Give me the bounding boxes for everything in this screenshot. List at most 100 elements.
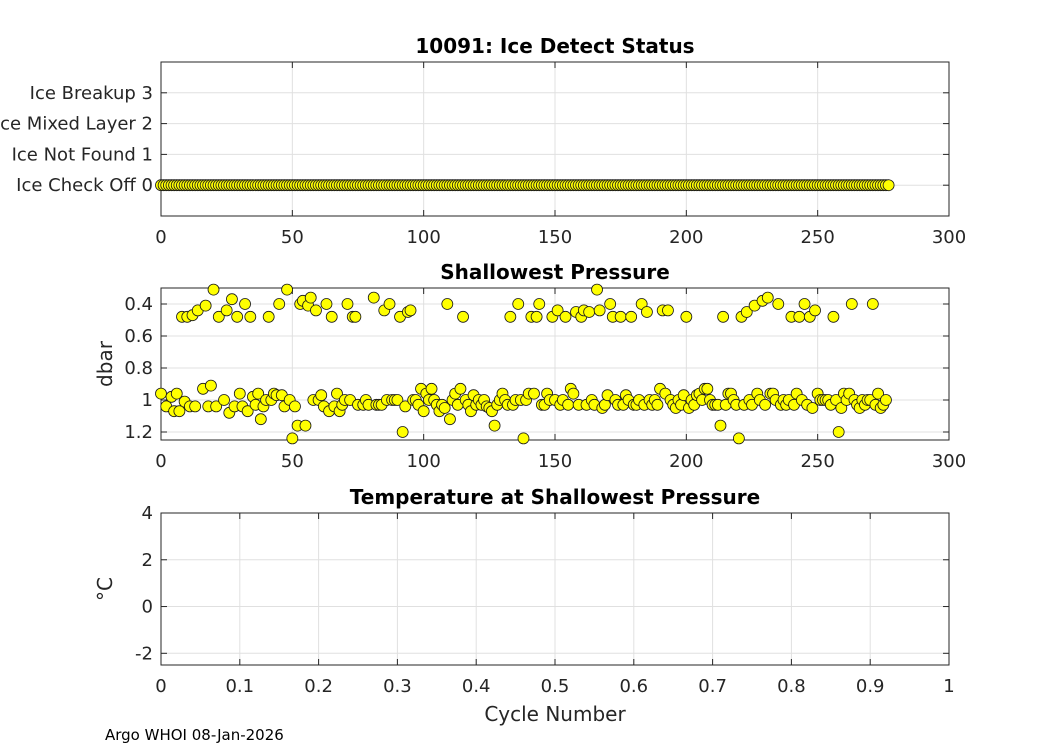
- x-axis-label: Cycle Number: [484, 702, 626, 726]
- data-point: [798, 298, 811, 310]
- data-point: [220, 304, 233, 317]
- data-point: [417, 405, 430, 418]
- x-tick-label: 0.8: [777, 676, 806, 697]
- data-point: [806, 402, 819, 414]
- x-tick-label: 300: [932, 451, 966, 472]
- data-point: [391, 394, 404, 406]
- x-tick-label: 250: [800, 227, 834, 248]
- x-tick-label: 0.9: [856, 676, 885, 697]
- data-point: [761, 291, 774, 304]
- data-point: [882, 179, 895, 192]
- shallow-pressure-axes: 0 50 100 150 200 250 300 0.4 0.6 0.8 1 1.2 Shallowes…: [93, 260, 966, 472]
- data-point: [559, 310, 572, 323]
- y-axis-label: °C: [93, 577, 117, 601]
- data-point: [512, 298, 525, 310]
- y-tick-label: Ice Not Found 1: [12, 144, 153, 165]
- x-tick-label: 0.5: [541, 676, 570, 697]
- x-tick-label: 250: [800, 451, 834, 472]
- x-tick-label: 0: [155, 227, 166, 248]
- data-point: [212, 310, 225, 323]
- data-point: [625, 310, 638, 323]
- data-point: [680, 310, 693, 323]
- data-point: [866, 298, 879, 310]
- data-point: [701, 382, 714, 395]
- x-tick-label: 50: [281, 451, 304, 472]
- x-tick-label: 300: [932, 227, 966, 248]
- data-point: [759, 398, 772, 411]
- data-point: [205, 379, 217, 392]
- data-point: [567, 387, 580, 400]
- data-point: [325, 310, 338, 323]
- data-point: [530, 310, 543, 323]
- data-point: [444, 413, 456, 426]
- data-point: [488, 419, 501, 432]
- data-point: [315, 389, 328, 402]
- y-tick-label: 0.4: [124, 294, 153, 315]
- data-point: [614, 310, 627, 323]
- x-tick-label: 0: [155, 676, 166, 697]
- data-point: [551, 304, 564, 317]
- data-point: [155, 387, 167, 400]
- chart-title: Temperature at Shallowest Pressure: [350, 485, 760, 509]
- data-point: [383, 298, 396, 310]
- y-tick-label: 2: [142, 550, 153, 571]
- chart-title: 10091: Ice Detect Status: [415, 34, 694, 58]
- data-point: [189, 400, 202, 413]
- x-tick-label: 0.6: [619, 676, 648, 697]
- data-point: [772, 298, 785, 310]
- data-point: [832, 426, 845, 438]
- x-tick-label: 1: [943, 676, 954, 697]
- data-point: [504, 310, 517, 323]
- x-tick-label: 0.3: [383, 676, 412, 697]
- data-point: [399, 400, 412, 413]
- y-tick-label: Ice Check Off 0: [16, 175, 153, 196]
- footer-credit: Argo WHOI 08-Jan-2026: [105, 726, 284, 744]
- data-point: [714, 419, 727, 432]
- data-point: [173, 405, 186, 418]
- y-axis-label: dbar: [93, 340, 117, 387]
- data-point: [604, 298, 617, 310]
- temperature-axes: 0 0.1 0.2 0.3 0.4 0.5 0.6 0.7 0.8 0.9 1-2024Temper…: [93, 485, 955, 726]
- x-tick-label: 150: [538, 451, 572, 472]
- data-point: [170, 387, 183, 400]
- data-point: [273, 298, 286, 310]
- x-tick-label: 200: [669, 451, 703, 472]
- data-point: [254, 413, 267, 426]
- data-point: [732, 432, 745, 445]
- data-point: [641, 306, 653, 318]
- data-point: [793, 310, 806, 323]
- x-tick-label: 0.4: [462, 676, 491, 697]
- data-point: [438, 402, 451, 414]
- data-point: [320, 298, 333, 310]
- data-point: [583, 306, 596, 318]
- data-point: [207, 283, 220, 296]
- data-point: [244, 310, 257, 323]
- data-point: [827, 310, 840, 323]
- data-point: [717, 310, 730, 323]
- x-tick-label: 100: [406, 227, 440, 248]
- x-tick-label: 0: [155, 451, 166, 472]
- data-point: [425, 382, 438, 395]
- data-point: [880, 394, 892, 406]
- data-point: [562, 398, 575, 411]
- data-point: [281, 283, 293, 296]
- data-point: [396, 426, 409, 438]
- data-point: [740, 306, 753, 318]
- data-point: [404, 304, 417, 317]
- data-point: [528, 387, 540, 400]
- data-point: [310, 304, 322, 317]
- y-tick-label: 1.2: [124, 422, 153, 443]
- data-point: [226, 293, 238, 306]
- data-point: [651, 398, 664, 411]
- data-point: [199, 299, 212, 312]
- data-point: [231, 310, 244, 323]
- x-tick-label: 200: [669, 227, 703, 248]
- data-point: [252, 387, 265, 400]
- data-point: [367, 291, 380, 304]
- data-point: [331, 387, 343, 400]
- data-point: [845, 298, 858, 310]
- y-tick-label: -2: [135, 643, 153, 664]
- data-point: [304, 291, 317, 304]
- data-point: [809, 304, 821, 317]
